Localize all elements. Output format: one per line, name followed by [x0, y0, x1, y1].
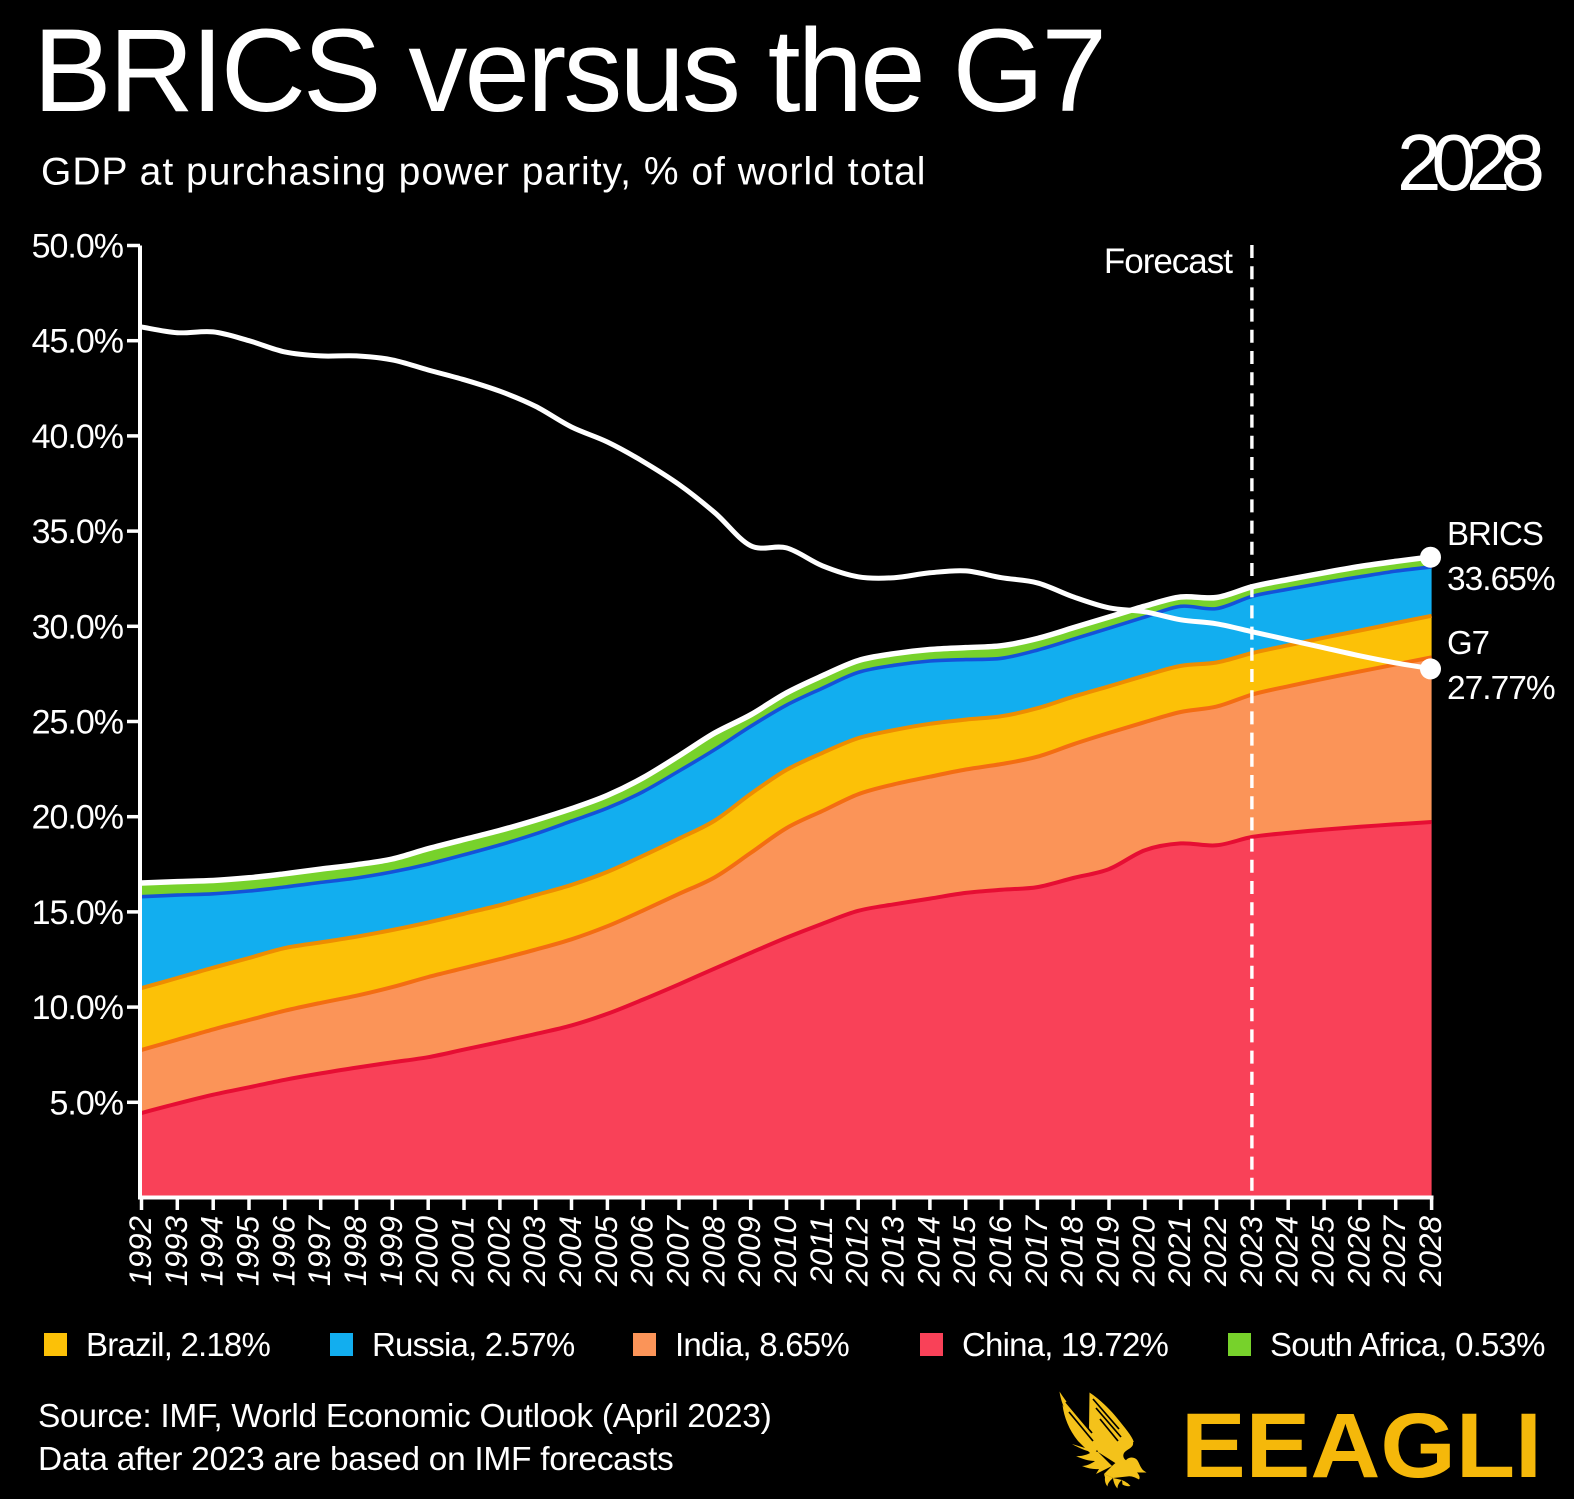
svg-text:2010: 2010 — [767, 1216, 803, 1288]
svg-text:1995: 1995 — [230, 1216, 266, 1287]
svg-text:35.0%: 35.0% — [32, 513, 124, 551]
svg-text:27.77%: 27.77% — [1447, 670, 1555, 707]
svg-text:2007: 2007 — [660, 1215, 696, 1288]
svg-text:1998: 1998 — [337, 1216, 373, 1287]
svg-text:1993: 1993 — [158, 1216, 194, 1287]
svg-text:Russia, 2.57%: Russia, 2.57% — [372, 1326, 575, 1363]
svg-text:2028: 2028 — [1397, 118, 1542, 207]
svg-text:15.0%: 15.0% — [32, 894, 124, 932]
svg-text:2020: 2020 — [1125, 1216, 1161, 1288]
svg-text:2002: 2002 — [480, 1216, 516, 1288]
svg-text:South Africa, 0.53%: South Africa, 0.53% — [1270, 1326, 1545, 1363]
svg-text:2016: 2016 — [982, 1216, 1018, 1288]
svg-text:2003: 2003 — [516, 1216, 552, 1288]
svg-text:Source: IMF, World Economic Ou: Source: IMF, World Economic Outlook (Apr… — [38, 1398, 771, 1435]
svg-text:2004: 2004 — [552, 1216, 588, 1287]
svg-text:1996: 1996 — [265, 1216, 301, 1287]
svg-text:India, 8.65%: India, 8.65% — [675, 1326, 849, 1363]
svg-text:40.0%: 40.0% — [32, 418, 124, 456]
svg-text:2017: 2017 — [1018, 1215, 1054, 1288]
svg-text:2014: 2014 — [910, 1216, 946, 1287]
svg-text:BRICS versus the G7: BRICS versus the G7 — [33, 5, 1104, 137]
svg-text:2001: 2001 — [445, 1216, 481, 1287]
svg-text:2027: 2027 — [1376, 1215, 1412, 1288]
svg-text:1994: 1994 — [194, 1216, 230, 1286]
svg-text:2000: 2000 — [409, 1216, 445, 1288]
svg-text:2011: 2011 — [803, 1216, 839, 1285]
svg-text:EEAGLI: EEAGLI — [1181, 1395, 1542, 1494]
svg-text:2028: 2028 — [1412, 1216, 1448, 1288]
svg-text:2023: 2023 — [1233, 1216, 1269, 1288]
svg-text:1997: 1997 — [301, 1215, 337, 1287]
svg-text:30.0%: 30.0% — [32, 608, 124, 646]
svg-text:2021: 2021 — [1161, 1216, 1197, 1287]
svg-text:Data after 2023 are based on I: Data after 2023 are based on IMF forecas… — [38, 1441, 673, 1478]
svg-text:2024: 2024 — [1269, 1216, 1305, 1287]
svg-text:2009: 2009 — [731, 1216, 767, 1287]
svg-text:1999: 1999 — [373, 1216, 409, 1286]
svg-text:50.0%: 50.0% — [32, 228, 124, 266]
svg-text:1992: 1992 — [122, 1216, 158, 1287]
svg-text:Forecast: Forecast — [1104, 242, 1233, 281]
svg-text:BRICS: BRICS — [1447, 515, 1543, 552]
svg-text:2019: 2019 — [1090, 1216, 1126, 1287]
svg-text:2005: 2005 — [588, 1216, 624, 1288]
svg-text:2018: 2018 — [1054, 1216, 1090, 1288]
svg-text:20.0%: 20.0% — [32, 799, 124, 837]
svg-text:5.0%: 5.0% — [50, 1084, 124, 1122]
svg-text:33.65%: 33.65% — [1447, 561, 1555, 598]
svg-text:2022: 2022 — [1197, 1216, 1233, 1288]
svg-text:GDP at purchasing power parity: GDP at purchasing power parity, % of wor… — [41, 151, 926, 194]
svg-text:2006: 2006 — [624, 1216, 660, 1288]
svg-text:2012: 2012 — [839, 1216, 875, 1288]
svg-text:25.0%: 25.0% — [32, 704, 124, 742]
svg-text:2025: 2025 — [1305, 1216, 1341, 1288]
svg-text:China, 19.72%: China, 19.72% — [962, 1326, 1169, 1363]
svg-text:2008: 2008 — [695, 1216, 731, 1288]
svg-text:45.0%: 45.0% — [32, 323, 124, 361]
svg-text:2026: 2026 — [1340, 1216, 1376, 1288]
svg-text:G7: G7 — [1447, 624, 1489, 661]
svg-text:2013: 2013 — [875, 1216, 911, 1288]
svg-text:2015: 2015 — [946, 1216, 982, 1288]
svg-text:10.0%: 10.0% — [32, 989, 124, 1027]
svg-text:Brazil, 2.18%: Brazil, 2.18% — [86, 1326, 270, 1363]
